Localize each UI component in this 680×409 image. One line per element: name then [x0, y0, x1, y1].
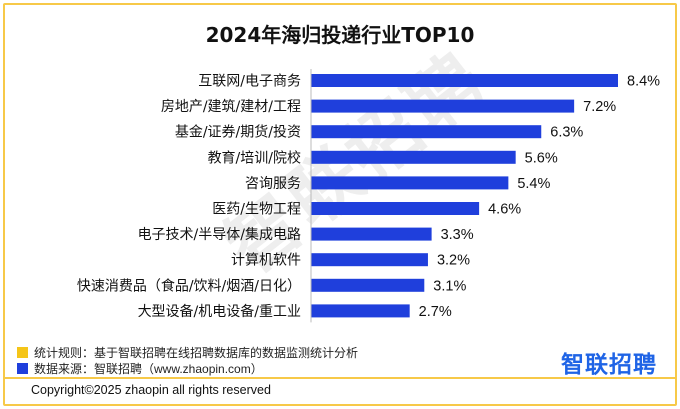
- data-label: 2.7%: [419, 304, 452, 320]
- bar: [311, 253, 428, 267]
- category-label: 计算机软件: [231, 253, 301, 269]
- data-label: 3.3%: [441, 227, 474, 243]
- rule-text: 基于智联招聘在线招聘数据库的数据监测统计分析: [94, 346, 359, 360]
- chart-title: 2024年海归投递行业TOP10: [205, 23, 475, 47]
- category-label: 互联网/电子商务: [198, 74, 301, 90]
- data-label: 5.4%: [517, 176, 550, 192]
- bar: [311, 150, 516, 164]
- category-label: 房地产/建筑/建材/工程: [161, 99, 301, 115]
- category-label: 大型设备/机电设备/重工业: [138, 303, 301, 320]
- category-label: 基金/证券/期货/投资: [175, 124, 301, 141]
- bar: [311, 99, 575, 113]
- source-label: 数据来源：: [34, 362, 95, 376]
- category-label: 电子技术/半导体/集成电路: [138, 226, 301, 243]
- copyright: Copyright©2025 zhaopin all rights reserv…: [5, 377, 675, 397]
- footer-rule: 统计规则： 基于智联招聘在线招聘数据库的数据监测统计分析: [17, 344, 358, 361]
- bar: [311, 202, 480, 215]
- bar: [311, 227, 432, 241]
- category-label: 快速消费品（食品/饮料/烟酒/日化）: [77, 277, 301, 294]
- data-label: 8.4%: [627, 74, 660, 90]
- rule-marker-icon: [17, 347, 28, 358]
- bar: [311, 304, 410, 318]
- source-text: 智联招聘（www.zhaopin.com）: [94, 362, 263, 376]
- bar: [311, 125, 542, 139]
- bar-chart: 互联网/电子商务 8.4% 房地产/建筑/建材/工程 7.2% 基金/证券/期货/投资 6…: [77, 69, 660, 323]
- bar: [311, 74, 618, 87]
- data-label: 6.3%: [550, 125, 583, 141]
- rule-label: 统计规则：: [34, 346, 95, 360]
- category-label: 咨询服务: [245, 176, 301, 192]
- zhaopin-logo: 智联招聘: [561, 352, 657, 378]
- category-label: 医药/生物工程: [212, 202, 301, 218]
- data-label: 3.2%: [437, 253, 470, 269]
- data-label: 7.2%: [583, 99, 616, 115]
- data-label: 5.6%: [525, 150, 558, 166]
- category-label: 教育/培训/院校: [208, 149, 301, 166]
- footer-source: 数据来源： 智联招聘（www.zhaopin.com）: [17, 360, 263, 377]
- chart-card: 智联招聘 2024年海归投递行业TOP10 互联网/电子商务 8.4% 房地产/建筑…: [3, 3, 677, 406]
- data-label: 3.1%: [433, 278, 466, 294]
- bar: [311, 278, 425, 292]
- bar: [311, 176, 509, 190]
- data-label: 4.6%: [488, 202, 521, 218]
- source-marker-icon: [17, 363, 28, 374]
